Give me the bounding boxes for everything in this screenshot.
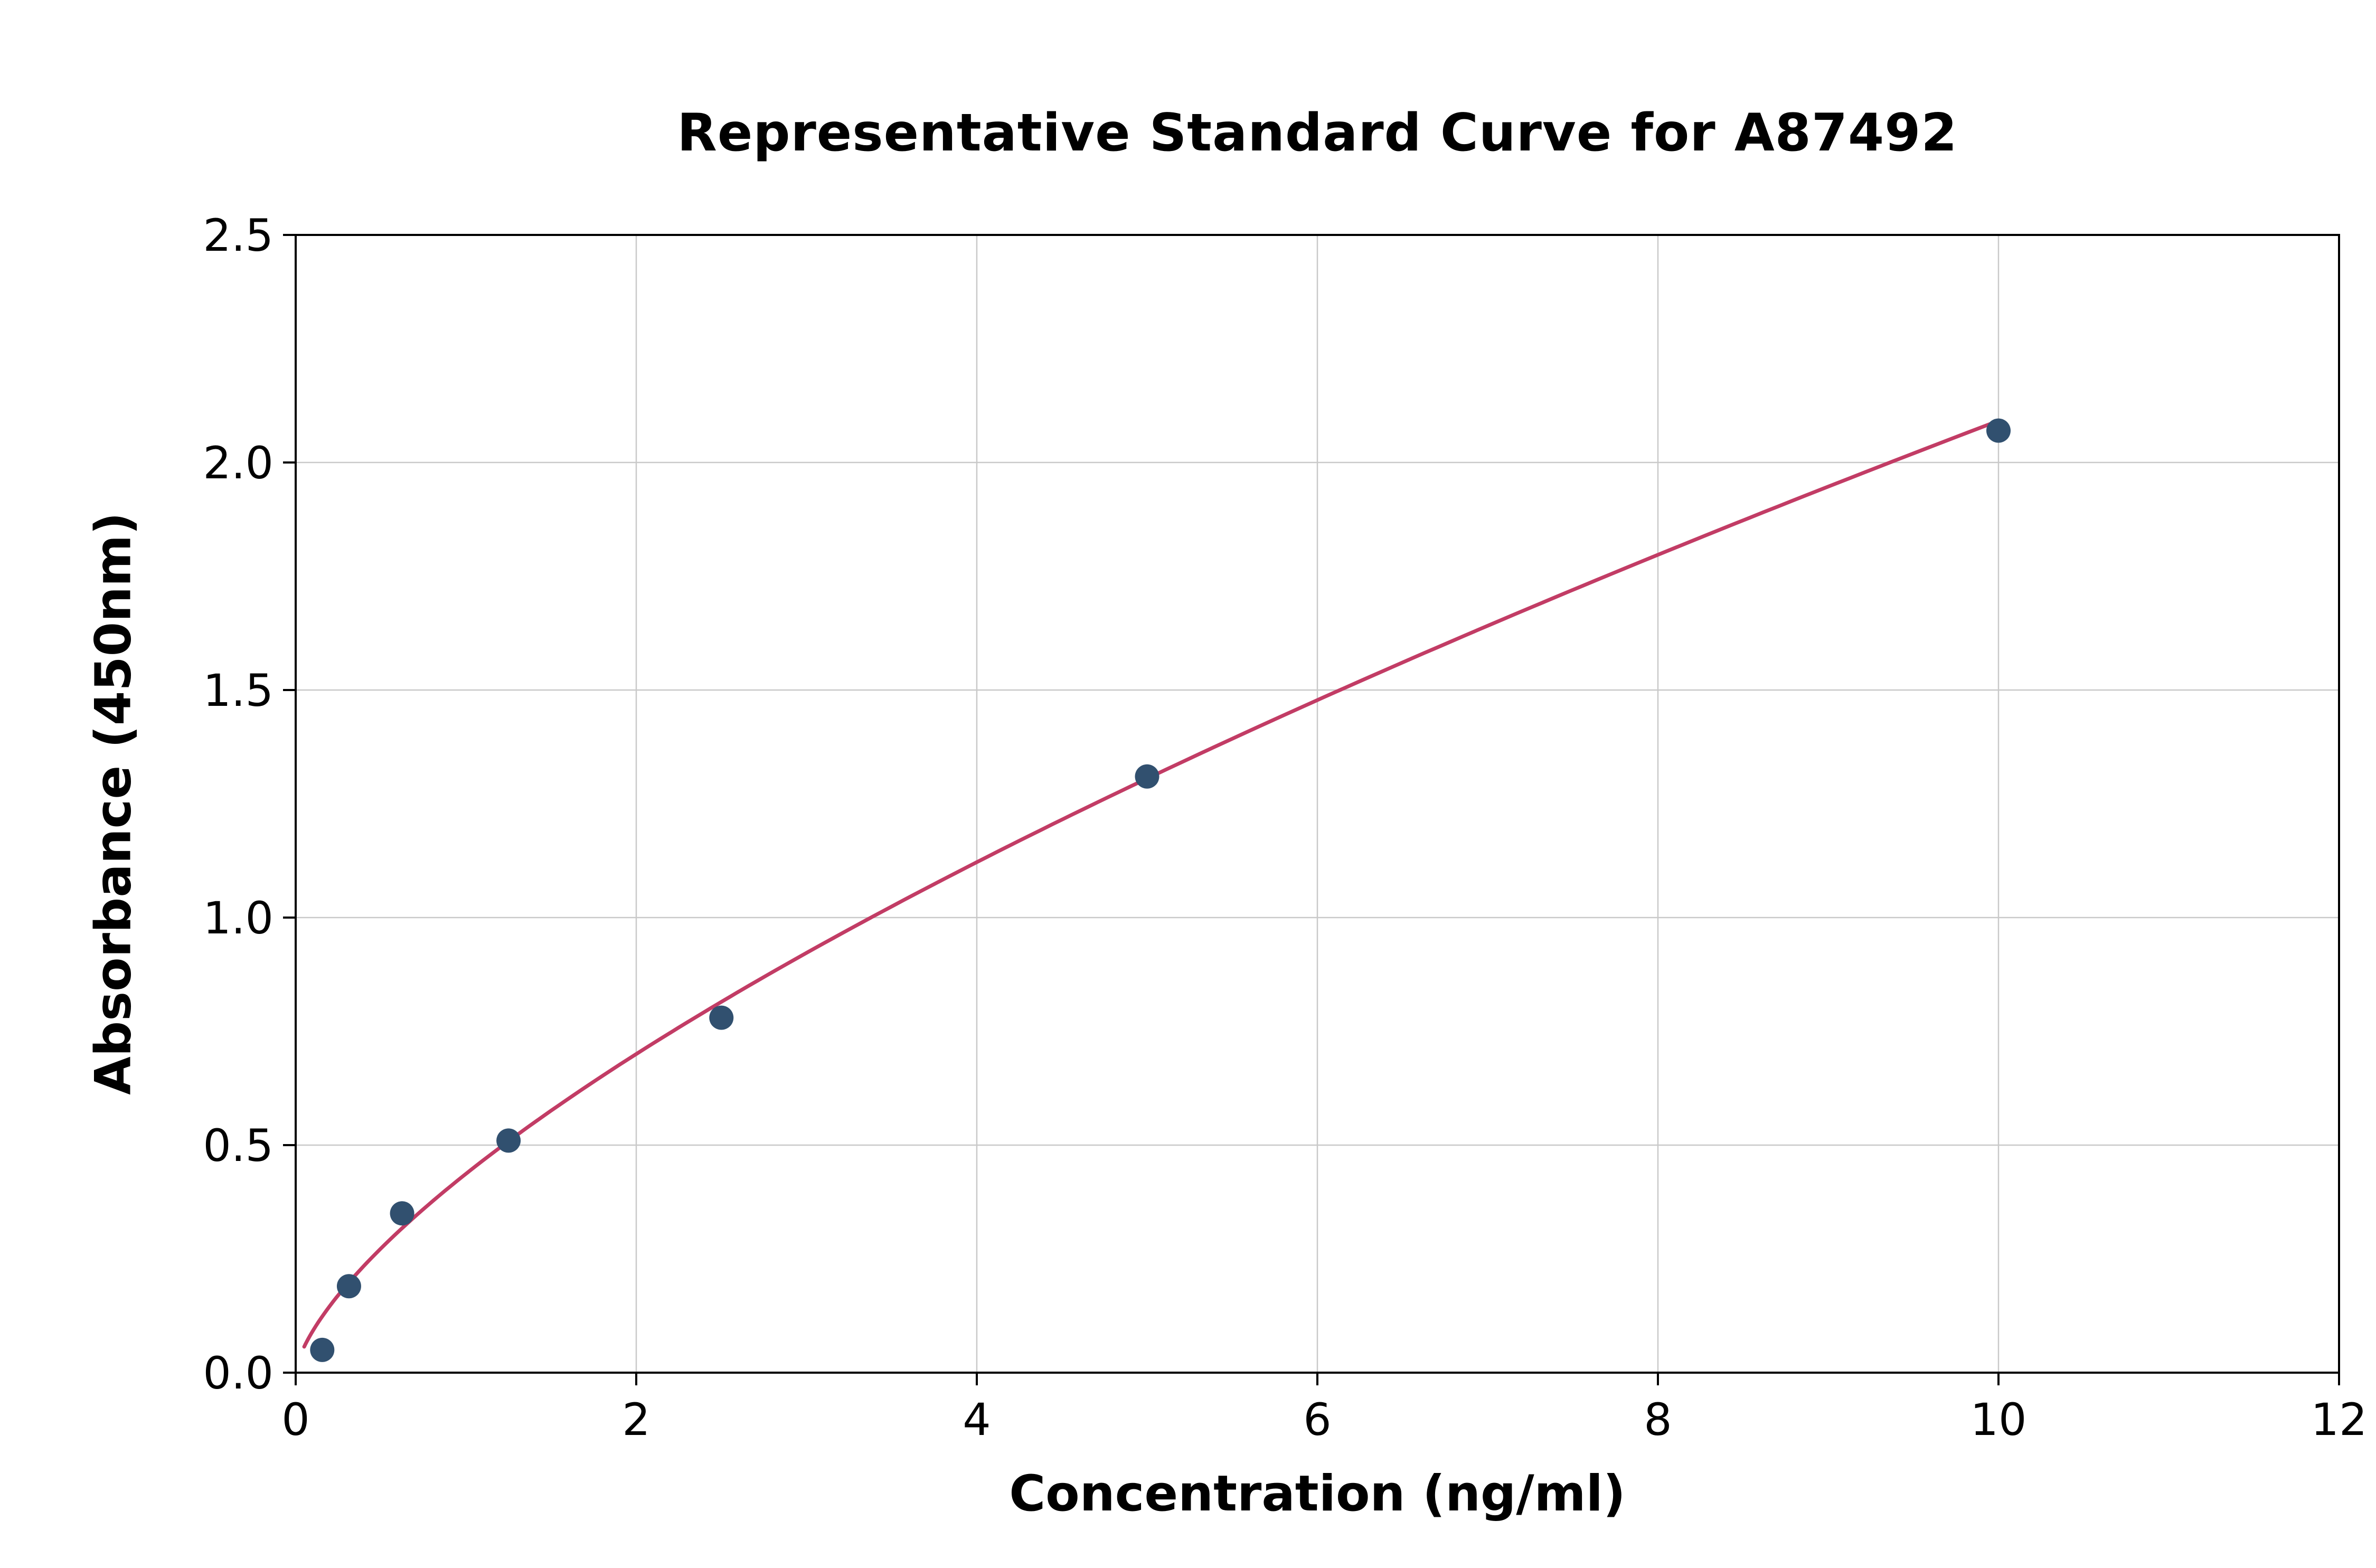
x-tick-label: 12 <box>2311 1394 2368 1446</box>
data-point <box>1986 418 2011 443</box>
data-point <box>1135 764 1159 789</box>
data-point <box>709 1005 734 1030</box>
y-tick-label: 1.0 <box>203 892 274 944</box>
x-tick-label: 10 <box>1970 1394 2027 1446</box>
fit-curve <box>302 419 2001 1349</box>
x-tick-label: 4 <box>963 1394 991 1446</box>
y-tick-label: 2.0 <box>203 437 274 489</box>
data-point <box>310 1337 335 1362</box>
x-tick-label: 8 <box>1644 1394 1672 1446</box>
y-tick-label: 2.5 <box>203 210 274 261</box>
x-tick-label: 2 <box>622 1394 650 1446</box>
y-tick-label: 0.5 <box>203 1120 274 1172</box>
data-point <box>496 1128 521 1153</box>
y-tick-label: 0.0 <box>203 1347 274 1399</box>
data-point <box>390 1201 414 1226</box>
x-tick-label: 0 <box>281 1394 309 1446</box>
data-point <box>336 1274 361 1299</box>
chart-title: Representative Standard Curve for A87492 <box>677 103 1958 163</box>
x-tick-label: 6 <box>1303 1394 1331 1446</box>
y-tick-label: 1.5 <box>203 665 274 716</box>
x-axis-label: Concentration (ng/ml) <box>1009 1465 1626 1523</box>
